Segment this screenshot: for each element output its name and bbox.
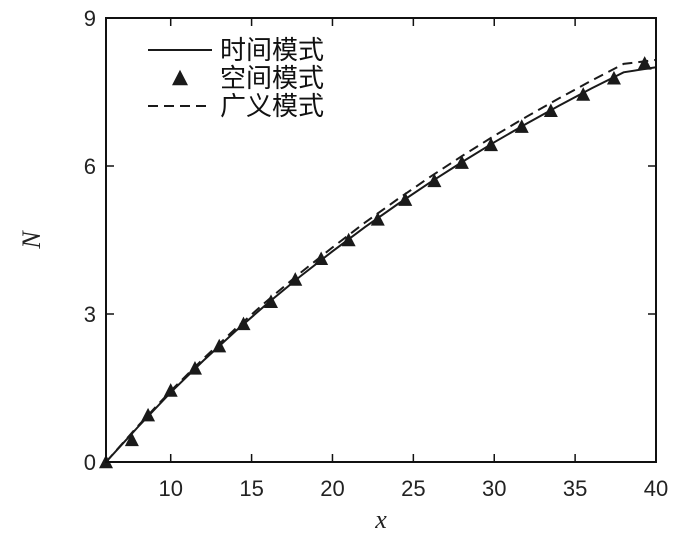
y-tick-label-0: 0 xyxy=(84,450,96,475)
series-line-2 xyxy=(105,58,657,463)
x-tick-label-3: 25 xyxy=(401,476,425,501)
triangle-marker-7 xyxy=(264,294,278,308)
triangle-marker-8 xyxy=(288,272,303,286)
x-tick-label-5: 35 xyxy=(563,476,587,501)
triangle-marker-9 xyxy=(314,251,329,266)
x-tick-label-4: 30 xyxy=(482,476,506,501)
legend-label-2: 广义模式 xyxy=(220,92,324,122)
triangle-marker-19 xyxy=(606,70,621,85)
triangle-marker-17 xyxy=(543,103,558,118)
triangle-marker-18 xyxy=(576,87,591,101)
triangle-marker-10 xyxy=(341,232,356,247)
legend-label-0: 时间模式 xyxy=(220,36,324,66)
series-markers-1 xyxy=(99,56,652,469)
x-tick-label-1: 15 xyxy=(239,476,263,501)
x-tick-label-6: 40 xyxy=(644,476,668,501)
plot-frame xyxy=(105,17,657,463)
triangle-marker-16 xyxy=(514,119,529,133)
triangle-marker-5 xyxy=(212,338,227,353)
y-axis-label: N xyxy=(17,230,46,250)
x-axis-label: x xyxy=(374,505,387,534)
triangle-marker-13 xyxy=(427,173,442,188)
axis-ticks: 10 15 20 25 30 35 40 0 3 6 9 xyxy=(84,6,668,501)
triangle-marker-15 xyxy=(484,137,498,152)
x-tick-label-0: 10 xyxy=(158,476,182,501)
triangle-marker-2 xyxy=(141,407,156,422)
y-tick-label-3: 9 xyxy=(84,6,96,31)
y-tick-label-1: 3 xyxy=(84,302,96,327)
triangle-marker-14 xyxy=(454,155,469,169)
triangle-marker-11 xyxy=(370,211,385,226)
plot-area xyxy=(99,56,657,469)
x-tick-label-2: 20 xyxy=(320,476,344,501)
triangle-marker-12 xyxy=(398,192,413,206)
triangle-marker-6 xyxy=(236,316,251,331)
triangle-marker-1 xyxy=(124,432,139,447)
legend-symbol-1 xyxy=(172,69,188,86)
y-tick-label-2: 6 xyxy=(84,154,96,179)
legend-label-1: 空间模式 xyxy=(220,64,324,94)
series-line-0 xyxy=(105,66,657,463)
triangle-marker-20 xyxy=(637,56,652,70)
